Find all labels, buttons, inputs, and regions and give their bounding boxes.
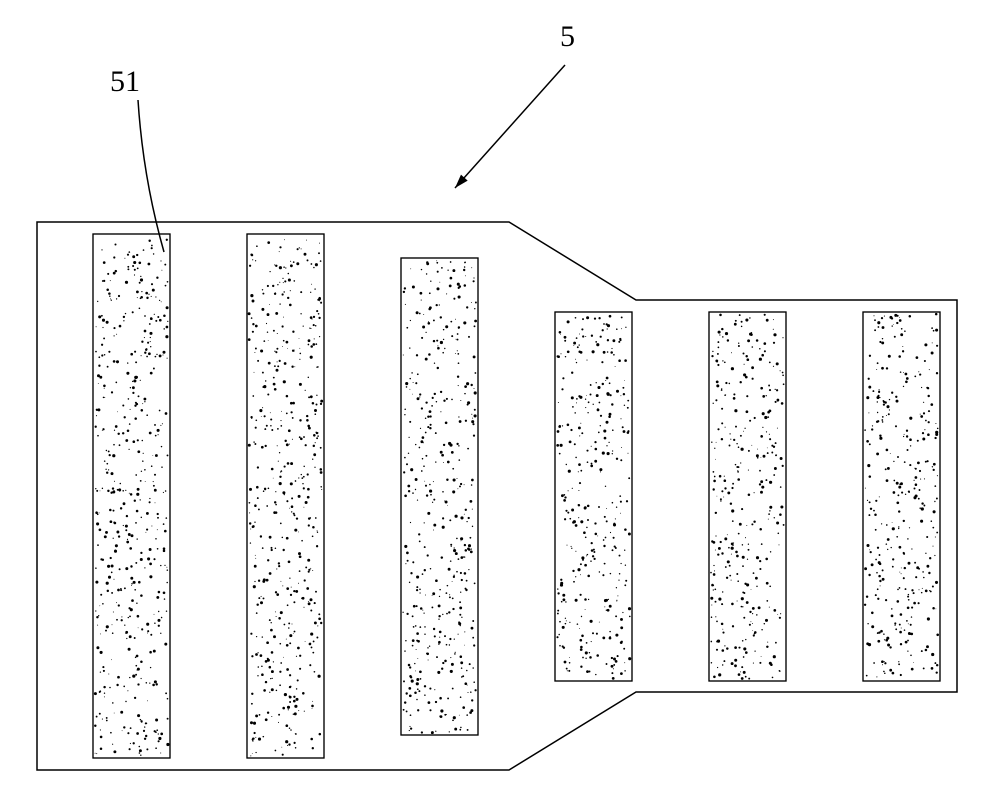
part-outline [37,222,957,770]
leader-51 [138,100,164,252]
leader-5 [455,65,565,188]
bar-2 [247,234,324,758]
bar-5 [709,312,786,681]
bar-1 [93,234,170,758]
label-5: 5 [560,20,575,54]
bar-4 [555,312,632,681]
diagram-svg [0,0,1000,801]
label-51: 51 [110,65,140,99]
bar-3 [401,258,478,735]
bar-6 [863,312,940,681]
